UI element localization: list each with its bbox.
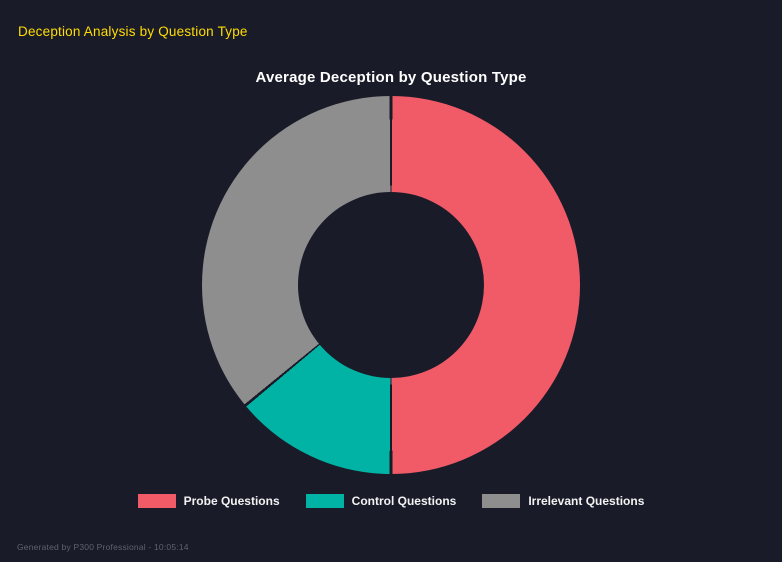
legend-item-irrelevant[interactable]: Irrelevant Questions bbox=[482, 494, 644, 508]
donut-chart: Average Deception by Question Type Probe… bbox=[0, 69, 782, 508]
legend-label-control: Control Questions bbox=[351, 494, 457, 508]
legend-swatch-control bbox=[305, 494, 344, 508]
footer-status: Generated by P300 Professional - 10:05:1… bbox=[17, 542, 189, 552]
donut-hole bbox=[298, 192, 484, 378]
legend-label-probe: Probe Questions bbox=[183, 494, 280, 508]
chart-title: Average Deception by Question Type bbox=[255, 69, 527, 86]
donut-plot[interactable] bbox=[202, 96, 580, 474]
page-title: Deception Analysis by Question Type bbox=[18, 24, 248, 39]
legend-item-control[interactable]: Control Questions bbox=[305, 494, 457, 508]
legend-swatch-probe bbox=[137, 494, 176, 508]
legend-swatch-irrelevant bbox=[482, 494, 521, 508]
legend-item-probe[interactable]: Probe Questions bbox=[137, 494, 280, 508]
chart-legend: Probe Questions Control Questions Irrele… bbox=[137, 494, 644, 508]
legend-label-irrelevant: Irrelevant Questions bbox=[528, 494, 645, 508]
